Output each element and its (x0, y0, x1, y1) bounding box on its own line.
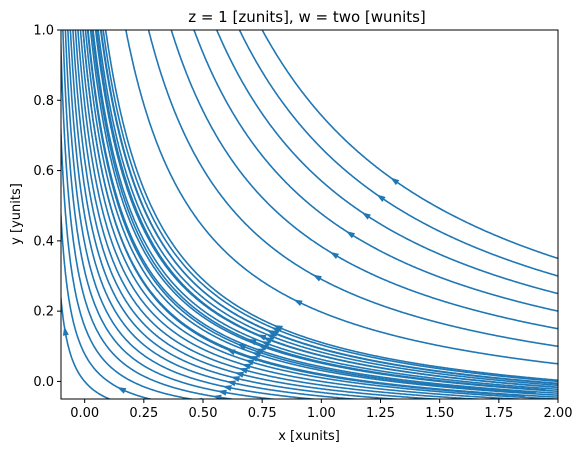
y-axis-ticks: 0.0 0.2 0.4 0.6 0.8 1.0 (33, 24, 61, 390)
x-tick-label: 1.75 (484, 406, 513, 421)
stream-arrow (237, 343, 247, 350)
streamline (94, 30, 558, 389)
streamline (61, 113, 196, 399)
y-axis-label: y [yunits] (9, 183, 24, 245)
y-tick-label: 0.8 (33, 94, 54, 109)
stream-arrow (257, 334, 267, 341)
x-tick-label: 1.50 (425, 406, 454, 421)
x-tick-label: 0.75 (248, 406, 277, 421)
stream-arrow (376, 194, 386, 202)
streamline (86, 30, 536, 394)
streamline (91, 30, 546, 391)
stream-arrow (238, 367, 248, 374)
stream-arrow (212, 394, 222, 399)
stream-arrow (262, 337, 273, 344)
x-axis-ticks: 0.00 0.25 0.50 0.75 1.00 1.25 1.50 1.75 2.00 (70, 399, 572, 421)
stream-arrow (247, 339, 257, 346)
x-tick-label: 0.00 (70, 406, 99, 421)
stream-arrow (257, 344, 268, 351)
y-tick-label: 0.6 (33, 164, 54, 179)
stream-arrow (390, 177, 400, 186)
stream-arrow (230, 376, 240, 382)
x-axis-label: x [xunits] (278, 429, 340, 444)
stream-arrow (273, 325, 283, 332)
stream-arrow (345, 231, 356, 239)
y-tick-label: 1.0 (33, 24, 54, 39)
streamline (102, 30, 558, 383)
stream-arrow (217, 389, 227, 396)
x-tick-label: 0.50 (189, 406, 218, 421)
streamline (261, 30, 558, 260)
stream-arrow (361, 212, 371, 220)
stream-arrow (226, 349, 236, 356)
streamline (82, 30, 558, 398)
y-tick-label: 0.4 (33, 234, 54, 249)
y-tick-label: 0.0 (33, 375, 54, 390)
chart-title: z = 1 [zunits], w = two [wunits] (188, 8, 426, 26)
stream-arrow (251, 352, 262, 358)
x-tick-label: 2.00 (544, 406, 573, 421)
x-tick-label: 1.25 (366, 406, 395, 421)
y-tick-label: 0.2 (33, 305, 54, 320)
stream-arrow (254, 348, 265, 355)
streamline (170, 30, 558, 330)
stream-arrows (62, 177, 400, 399)
plot-frame (60, 29, 559, 400)
stream-arrow (266, 330, 276, 337)
stream-arrow (260, 341, 271, 348)
streamline (92, 30, 558, 391)
stream-arrow (293, 299, 303, 306)
stream-arrow (244, 359, 255, 366)
x-tick-label: 0.25 (129, 406, 158, 421)
streamline (95, 30, 556, 388)
stream-arrow (62, 326, 69, 336)
streamline (238, 30, 558, 277)
x-tick-label: 1.00 (307, 406, 336, 421)
stream-arrow (222, 385, 232, 391)
stream-arrow (117, 387, 127, 394)
streamline (215, 30, 558, 295)
streamline (125, 30, 558, 365)
stream-arrow (241, 363, 252, 370)
stream-arrow (234, 371, 244, 378)
streamline (104, 30, 558, 382)
stream-arrow (312, 274, 322, 282)
streamline (97, 30, 558, 387)
stream-arrow (226, 380, 236, 387)
stream-arrow (248, 356, 259, 362)
streamlines (61, 30, 558, 399)
stream-arrow (329, 251, 339, 259)
streamline (84, 30, 558, 396)
